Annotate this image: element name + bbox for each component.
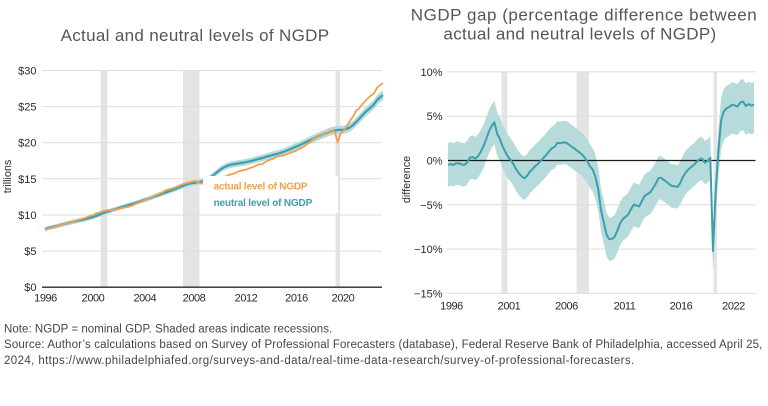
- svg-text:NGDP gap (percentage differenc: NGDP gap (percentage difference between: [411, 6, 757, 25]
- svg-text:−15%: −15%: [414, 288, 443, 300]
- svg-text:10%: 10%: [420, 67, 442, 79]
- svg-text:2024, https://www.philadelphia: 2024, https://www.philadelphiafed.org/su…: [4, 355, 635, 367]
- svg-text:$30: $30: [18, 66, 36, 78]
- svg-text:actual and neutral levels of N: actual and neutral levels of NGDP): [443, 25, 716, 44]
- svg-text:1996: 1996: [440, 301, 463, 313]
- svg-text:2012: 2012: [235, 293, 258, 305]
- svg-text:$5: $5: [24, 246, 36, 258]
- svg-text:2004: 2004: [133, 293, 156, 305]
- svg-text:difference: difference: [401, 156, 413, 203]
- svg-text:$10: $10: [18, 210, 36, 222]
- svg-text:2022: 2022: [722, 301, 745, 313]
- svg-text:Actual and neutral levels of N: Actual and neutral levels of NGDP: [61, 26, 330, 45]
- svg-text:2016: 2016: [670, 301, 693, 313]
- svg-text:5%: 5%: [427, 111, 443, 123]
- svg-text:$20: $20: [18, 138, 36, 150]
- svg-text:1996: 1996: [34, 293, 57, 305]
- svg-text:neutral level of NGDP: neutral level of NGDP: [214, 198, 313, 209]
- svg-text:trillions: trillions: [2, 159, 14, 193]
- svg-text:2006: 2006: [555, 301, 578, 313]
- svg-text:2001: 2001: [498, 301, 521, 313]
- svg-text:2000: 2000: [82, 293, 105, 305]
- svg-text:0%: 0%: [427, 156, 443, 168]
- svg-text:Note: NGDP = nominal GDP. Shad: Note: NGDP = nominal GDP. Shaded areas i…: [4, 324, 332, 336]
- svg-text:2008: 2008: [183, 293, 206, 305]
- svg-text:−5%: −5%: [420, 200, 443, 212]
- svg-text:2016: 2016: [285, 293, 308, 305]
- svg-text:$25: $25: [18, 102, 36, 114]
- svg-text:−10%: −10%: [414, 244, 443, 256]
- svg-text:Source: Author’s calculations: Source: Author’s calculations based on S…: [4, 339, 763, 351]
- svg-text:$0: $0: [24, 282, 36, 294]
- svg-text:2011: 2011: [614, 301, 636, 313]
- svg-text:actual level of NGDP: actual level of NGDP: [214, 182, 308, 193]
- svg-text:2020: 2020: [332, 293, 355, 305]
- svg-text:$15: $15: [18, 174, 36, 186]
